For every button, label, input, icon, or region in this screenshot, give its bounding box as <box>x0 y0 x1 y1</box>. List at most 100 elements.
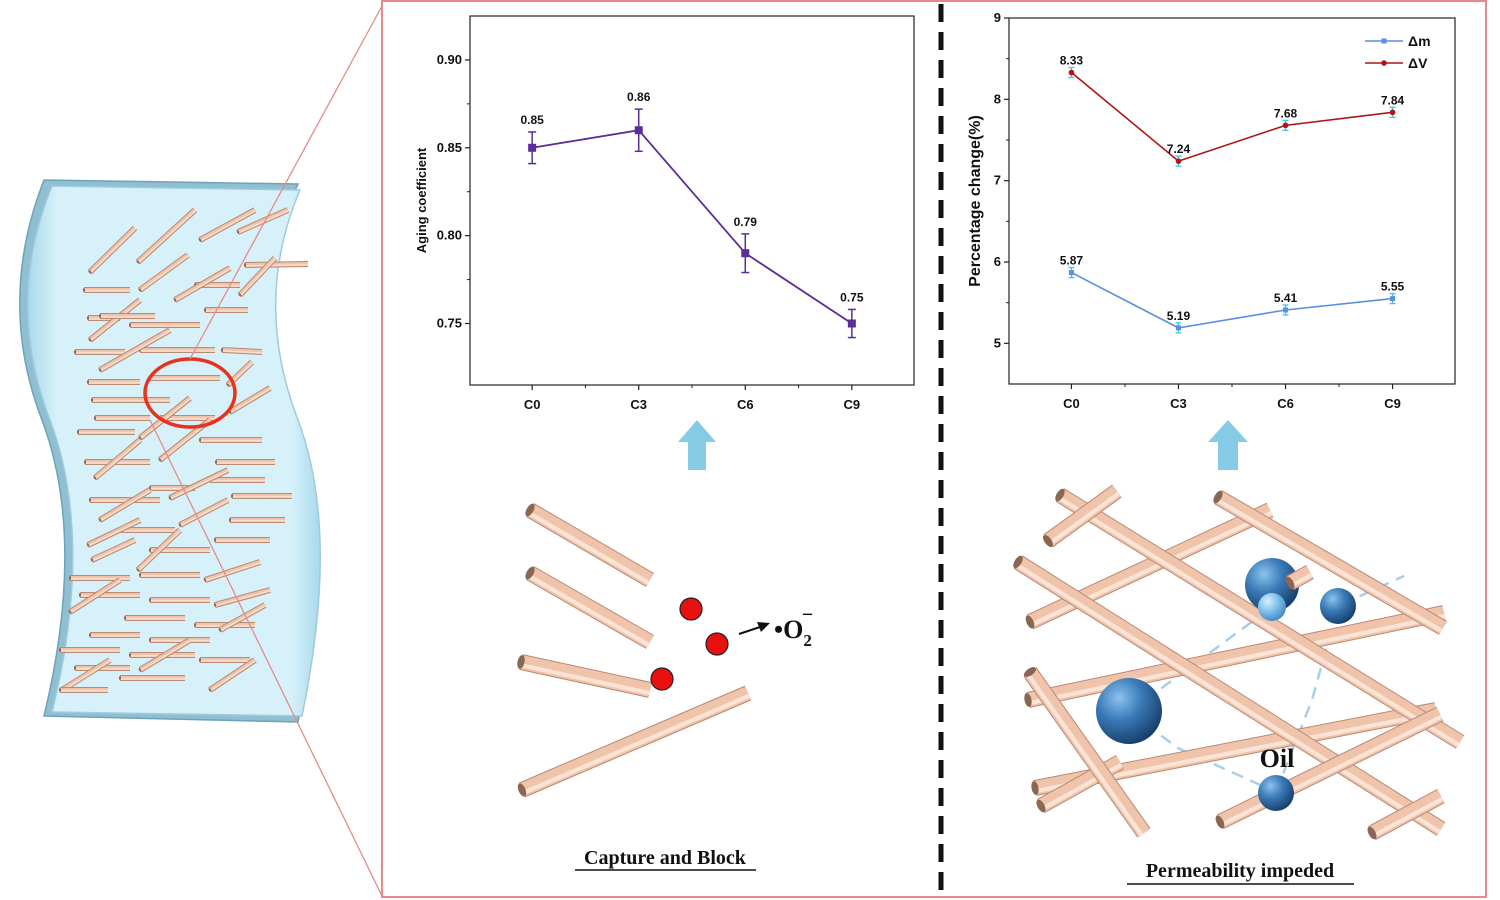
legend-marker-1 <box>1381 60 1387 66</box>
superoxide-radical-label: •O2− <box>774 604 813 650</box>
film-fiber-47-body <box>204 560 261 582</box>
film-fiber-3 <box>236 207 290 235</box>
film-fiber-6-end <box>138 288 142 292</box>
film-fiber-56-end <box>218 628 222 632</box>
film-fiber-64-body <box>60 658 112 692</box>
film-fiber-16 <box>98 327 172 373</box>
film-fiber-3-shine <box>238 210 289 234</box>
film-fiber-56-shine <box>220 605 266 632</box>
mesh-fiber-front-5-shine <box>1048 491 1121 546</box>
film-fiber-65-end <box>99 314 101 318</box>
film-fiber-26-end <box>199 438 201 442</box>
film-fiber-34-end <box>168 496 172 500</box>
mesh-fiber-back-0-shine <box>1030 510 1273 627</box>
film-fiber-15 <box>220 347 263 355</box>
film-fiber-1-body <box>136 208 197 264</box>
film-fiber-35 <box>231 493 292 499</box>
film-fiber-47-shine <box>205 562 261 582</box>
film-fiber-6 <box>138 252 190 293</box>
mesh-fiber-front-2-end <box>1023 667 1037 677</box>
film-fiber-62-end <box>119 676 121 680</box>
mesh-fiber-front-6-end <box>1285 576 1295 590</box>
film-fiber-62 <box>119 675 185 681</box>
film-fiber-66 <box>173 265 232 303</box>
film-fiber-30-body <box>93 438 142 480</box>
reaction-arrow-shaft <box>738 626 761 635</box>
film-fiber-61-body <box>138 638 192 672</box>
capture-fiber-2-end <box>517 655 525 669</box>
change-series-line-0 <box>1071 271 1393 329</box>
film-fiber-29 <box>215 459 275 465</box>
capture-fiber-2 <box>517 654 652 698</box>
film-fiber-11 <box>204 307 248 313</box>
film-fiber-33-end <box>89 498 91 502</box>
film-fiber-49 <box>149 597 210 603</box>
film-fiber-50-end <box>213 603 217 607</box>
oil-label: Oil <box>1260 744 1295 773</box>
change-data-label-0-0: 5.87 <box>1060 254 1084 268</box>
film-fiber-38-end <box>178 523 182 527</box>
film-fiber-65 <box>99 313 155 319</box>
film-fiber-0-body <box>88 226 137 274</box>
film-fiber-44-end <box>136 568 140 572</box>
film-fiber-0-end <box>88 270 92 274</box>
film-fiber-3-body <box>237 208 289 234</box>
zoom-line-top <box>189 5 383 360</box>
film-fiber-9-end <box>87 316 89 320</box>
film-fiber-51 <box>68 577 122 615</box>
aging-xtick-label-1: C3 <box>630 397 647 412</box>
aging-point-1 <box>634 126 643 135</box>
film-fiber-2 <box>198 207 257 243</box>
capture-fiber-3-body <box>519 686 751 797</box>
film-fiber-40-body <box>87 518 141 547</box>
film-fiber-37 <box>119 527 175 533</box>
film-fiber-0 <box>87 225 138 275</box>
film-fiber-25 <box>138 395 192 441</box>
mesh-fiber-front-5-body <box>1043 485 1122 547</box>
film-fiber-33 <box>89 497 160 503</box>
film-fiber-23-body <box>228 386 272 414</box>
film-fiber-15-end <box>220 348 224 352</box>
film-fiber-34-shine <box>170 470 229 500</box>
capture-fiber-0-end <box>525 503 535 517</box>
change-ytick-label-3: 8 <box>994 91 1001 106</box>
capture-fiber-1-body <box>526 566 654 649</box>
film-fiber-11-end <box>204 308 206 312</box>
film-fiber-42-end <box>214 538 216 542</box>
film-fiber-42 <box>214 537 270 543</box>
film-fiber-56-body <box>219 603 266 632</box>
aging-data-label-3: 0.75 <box>840 290 864 304</box>
film-fiber-1-shine <box>138 210 196 264</box>
film-fiber-64 <box>60 657 112 693</box>
mesh-fiber-front-4 <box>1367 788 1445 841</box>
film-fiber-51-body <box>68 578 122 614</box>
film-fiber-54-end <box>89 633 91 637</box>
change-point-0-0 <box>1068 270 1074 276</box>
film-fiber-43-end <box>90 558 94 562</box>
film-fiber-8-shine <box>240 258 277 297</box>
film-fiber-30-end <box>93 476 97 480</box>
mesh-fiber-front-4-shine <box>1372 796 1444 838</box>
aging-point-0 <box>528 143 537 152</box>
film-fiber-1 <box>135 207 198 265</box>
film-fiber-38-shine <box>180 500 229 527</box>
film-fiber-36-body <box>98 488 152 522</box>
film-fiber-28-end <box>158 458 162 462</box>
radical-dot-2 <box>705 632 729 656</box>
mesh-fiber-back-4-end <box>1213 490 1223 504</box>
film-fiber-18 <box>149 375 220 381</box>
aging-ytick-label-1: 0.80 <box>437 228 462 243</box>
film-fiber-5-end <box>83 288 85 292</box>
film-fiber-25-shine <box>140 398 191 440</box>
film-fiber-6-shine <box>140 255 189 292</box>
mesh-fiber-front-0-end <box>1013 555 1023 569</box>
radical-dot-1 <box>679 597 703 621</box>
film-fiber-38 <box>178 497 230 528</box>
capture-fiber-1-shine <box>527 573 650 647</box>
change-point-0-2 <box>1283 307 1289 313</box>
capture-fiber-1 <box>525 566 654 649</box>
change-data-label-1-2: 7.68 <box>1274 106 1298 120</box>
capture-fiber-3-end <box>517 783 527 797</box>
mesh-fiber-front-2-shine <box>1025 672 1144 836</box>
aging-ylabel: Aging coefficient <box>414 147 429 253</box>
